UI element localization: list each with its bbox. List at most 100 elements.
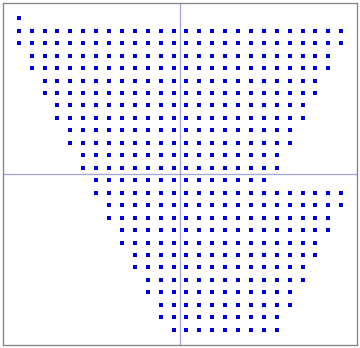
Point (132, 227, 138, 233)
Point (119, 103, 125, 108)
Point (158, 128, 163, 133)
Point (235, 252, 241, 258)
Point (184, 40, 189, 46)
Point (325, 215, 331, 220)
Point (106, 140, 112, 146)
Point (261, 277, 267, 283)
Point (184, 90, 189, 96)
Point (93, 190, 99, 196)
Point (210, 78, 215, 84)
Point (145, 115, 150, 121)
Point (145, 165, 150, 171)
Point (248, 227, 254, 233)
Point (274, 140, 280, 146)
Point (300, 65, 305, 71)
Point (171, 240, 176, 245)
Point (184, 277, 189, 283)
Point (106, 215, 112, 220)
Point (312, 53, 318, 58)
Point (158, 302, 163, 308)
Point (145, 53, 150, 58)
Point (184, 152, 189, 158)
Point (119, 240, 125, 245)
Point (132, 28, 138, 33)
Point (171, 152, 176, 158)
Point (158, 115, 163, 121)
Point (145, 28, 150, 33)
Point (235, 327, 241, 332)
Point (210, 53, 215, 58)
Point (248, 240, 254, 245)
Point (222, 115, 228, 121)
Point (55, 65, 60, 71)
Point (287, 264, 292, 270)
Point (210, 277, 215, 283)
Point (338, 40, 344, 46)
Point (132, 78, 138, 84)
Point (171, 190, 176, 196)
Point (222, 53, 228, 58)
Point (171, 128, 176, 133)
Point (106, 190, 112, 196)
Point (261, 152, 267, 158)
Point (274, 264, 280, 270)
Point (132, 165, 138, 171)
Point (197, 140, 202, 146)
Point (338, 202, 344, 208)
Point (42, 53, 48, 58)
Point (312, 215, 318, 220)
Point (106, 53, 112, 58)
Point (248, 290, 254, 295)
Point (119, 215, 125, 220)
Point (210, 215, 215, 220)
Point (287, 40, 292, 46)
Point (171, 302, 176, 308)
Point (197, 240, 202, 245)
Point (300, 202, 305, 208)
Point (210, 290, 215, 295)
Point (197, 227, 202, 233)
Point (197, 128, 202, 133)
Point (80, 165, 86, 171)
Point (158, 252, 163, 258)
Point (29, 40, 35, 46)
Point (287, 202, 292, 208)
Point (158, 65, 163, 71)
Point (197, 53, 202, 58)
Point (158, 290, 163, 295)
Point (210, 40, 215, 46)
Point (261, 240, 267, 245)
Point (222, 252, 228, 258)
Point (171, 252, 176, 258)
Point (222, 327, 228, 332)
Point (248, 302, 254, 308)
Point (106, 90, 112, 96)
Point (210, 140, 215, 146)
Point (325, 202, 331, 208)
Point (80, 152, 86, 158)
Point (261, 103, 267, 108)
Point (300, 277, 305, 283)
Point (68, 115, 73, 121)
Point (248, 177, 254, 183)
Point (106, 40, 112, 46)
Point (171, 215, 176, 220)
Point (93, 140, 99, 146)
Point (42, 40, 48, 46)
Point (248, 65, 254, 71)
Point (184, 264, 189, 270)
Point (184, 115, 189, 121)
Point (106, 152, 112, 158)
Point (171, 78, 176, 84)
Point (171, 103, 176, 108)
Point (261, 227, 267, 233)
Point (222, 227, 228, 233)
Point (68, 90, 73, 96)
Point (261, 78, 267, 84)
Point (106, 78, 112, 84)
Point (145, 152, 150, 158)
Point (197, 152, 202, 158)
Point (184, 315, 189, 320)
Point (68, 103, 73, 108)
Point (235, 128, 241, 133)
